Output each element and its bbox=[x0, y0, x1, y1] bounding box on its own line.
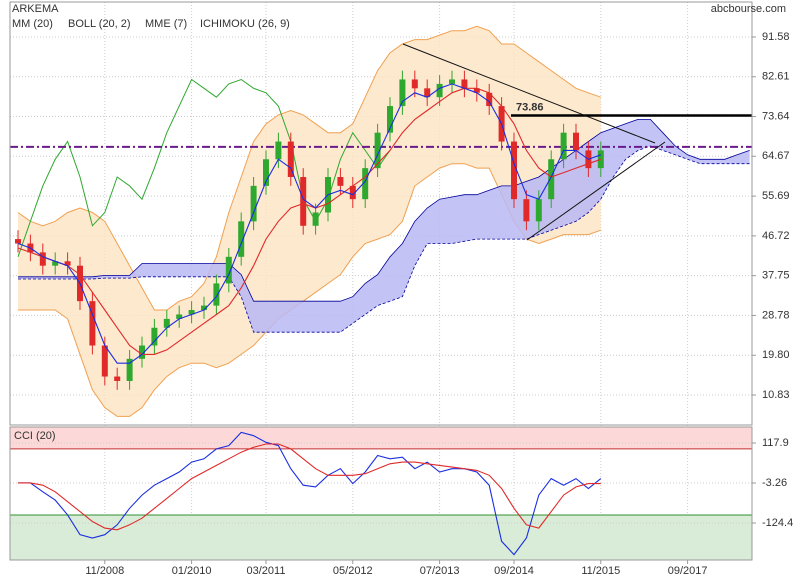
candle-body bbox=[39, 252, 46, 266]
candle-body bbox=[436, 83, 443, 98]
price-frame bbox=[9, 1, 753, 426]
moving-average bbox=[17, 87, 601, 355]
candle-body bbox=[461, 79, 468, 89]
bollinger-fill bbox=[18, 26, 601, 417]
candle-body bbox=[263, 159, 269, 186]
candle-body bbox=[349, 185, 356, 200]
cloud-fill bbox=[18, 119, 750, 333]
trend-line bbox=[402, 43, 656, 144]
cci-title: CCI (20) bbox=[14, 430, 56, 442]
cci-line bbox=[18, 443, 601, 531]
y-tick-label: 46.72 bbox=[762, 230, 790, 242]
x-tick-label: 09/2014 bbox=[494, 565, 534, 577]
y-tick-label: 73.64 bbox=[762, 110, 790, 122]
x-tick-label: 05/2012 bbox=[333, 565, 373, 577]
candle-body bbox=[176, 314, 183, 319]
legend-entry: MM (20) bbox=[12, 18, 53, 30]
y-tick-label: 37.75 bbox=[762, 270, 790, 282]
candle-body bbox=[573, 132, 579, 151]
candle-body bbox=[535, 199, 542, 222]
candle-body bbox=[548, 159, 555, 200]
y-tick-label: 28.78 bbox=[762, 309, 790, 321]
candle-body bbox=[213, 283, 220, 306]
candle-body bbox=[387, 106, 393, 133]
candle-body bbox=[15, 239, 21, 244]
trend-line bbox=[526, 141, 666, 241]
price-panel: 11/2008 01/2010 03/2011 05/2012 07/2013 09/20… bbox=[10, 2, 790, 577]
candle-body bbox=[238, 221, 245, 257]
y-tick-label: 64.67 bbox=[762, 150, 790, 162]
candle-body bbox=[449, 79, 455, 84]
candle-body bbox=[337, 177, 344, 186]
candle-body bbox=[523, 199, 530, 222]
candle-body bbox=[114, 376, 121, 381]
candle-body bbox=[560, 132, 567, 160]
x-tick-label: 01/2010 bbox=[172, 565, 212, 577]
candle-body bbox=[139, 345, 145, 359]
overbought-zone bbox=[10, 427, 752, 449]
y-tick-label: -3.26 bbox=[762, 477, 787, 489]
candle-body bbox=[52, 261, 59, 266]
candle-body bbox=[312, 212, 319, 226]
y-tick-label: 91.58 bbox=[762, 31, 790, 43]
candle-body bbox=[163, 318, 170, 328]
candle-body bbox=[486, 92, 493, 107]
candle-body bbox=[201, 305, 207, 311]
oversold-zone bbox=[10, 514, 752, 560]
y-tick-label: 19.80 bbox=[762, 349, 790, 361]
source: abcbourse.com bbox=[711, 3, 786, 15]
cci-panel: 117.9 -3.26 -124.4 bbox=[10, 427, 793, 560]
candle-body bbox=[287, 141, 294, 178]
candle-body bbox=[424, 88, 431, 98]
candle-body bbox=[64, 261, 71, 266]
cci-line bbox=[18, 431, 602, 556]
legend-entry: MME (7) bbox=[145, 18, 187, 30]
candle-body bbox=[275, 141, 282, 160]
legend-entry: BOLL (20, 2) bbox=[68, 18, 131, 30]
candle-body bbox=[411, 79, 418, 89]
candle-body bbox=[225, 256, 232, 284]
candle-body bbox=[151, 327, 158, 346]
candle-body bbox=[399, 79, 406, 107]
candle-body bbox=[511, 141, 517, 200]
candle-body bbox=[250, 185, 257, 222]
candle-body bbox=[473, 88, 480, 93]
span-a bbox=[18, 119, 750, 302]
chart-title: ARKEMA bbox=[12, 3, 59, 15]
x-tick-label: 03/2011 bbox=[247, 565, 286, 577]
candle-body bbox=[362, 168, 369, 200]
y-tick-label: 10.83 bbox=[762, 389, 790, 401]
x-tick-label: 11/2015 bbox=[581, 565, 620, 577]
bollinger-upper bbox=[17, 25, 601, 311]
candle-body bbox=[300, 177, 307, 226]
candle-body bbox=[126, 358, 133, 381]
candle-body bbox=[188, 310, 195, 315]
y-tick-label: 82.61 bbox=[762, 71, 790, 83]
candle-body bbox=[374, 132, 381, 169]
x-tick-label: 07/2013 bbox=[420, 565, 460, 577]
candle-body bbox=[89, 301, 96, 346]
y-tick-label: 55.69 bbox=[762, 190, 790, 202]
y-tick-label: -124.4 bbox=[762, 517, 793, 529]
moving-average bbox=[17, 83, 601, 364]
x-tick-label: 11/2008 bbox=[85, 565, 124, 577]
span-b bbox=[18, 145, 750, 333]
candle-body bbox=[597, 150, 604, 169]
x-tick-label: 09/2017 bbox=[668, 565, 708, 577]
legend-entry: ICHIMOKU (26, 9) bbox=[200, 18, 290, 30]
y-tick-label: 117.9 bbox=[762, 437, 789, 449]
level-label: 73.86 bbox=[516, 101, 544, 113]
candle-body bbox=[101, 345, 108, 377]
cci-frame bbox=[9, 426, 753, 561]
